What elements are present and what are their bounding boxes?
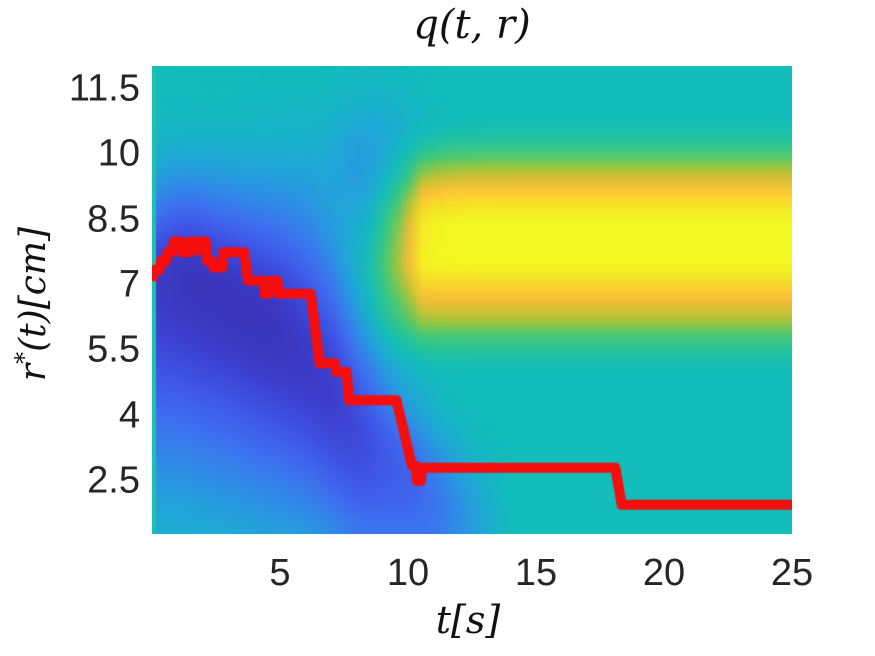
x-tick-label: 5 (269, 552, 291, 594)
y-tick-label: 2.5 (87, 459, 140, 502)
y-axis-label-rest: (t)[cm] (13, 226, 54, 352)
y-axis-label-sup: * (10, 351, 38, 364)
y-tick-label: 5.5 (87, 328, 140, 371)
x-tick-label: 20 (642, 552, 686, 594)
y-tick-label: 11.5 (68, 67, 140, 110)
y-tick-label: 7 (118, 263, 140, 306)
y-tick-label: 4 (118, 394, 140, 437)
y-axis-label: r*(t)[cm] (10, 227, 54, 381)
y-tick-label: 10 (97, 132, 140, 175)
y-axis-label-base: r (13, 363, 54, 382)
x-tick-label: 15 (514, 552, 558, 594)
x-axis-label: t[s] (435, 598, 501, 642)
y-tick-label: 8.5 (87, 198, 140, 241)
x-tick-label: 10 (386, 552, 430, 594)
chart-title: q(t, r) (413, 2, 531, 48)
x-tick-label: 25 (770, 552, 814, 594)
heatmap-canvas (152, 66, 792, 534)
